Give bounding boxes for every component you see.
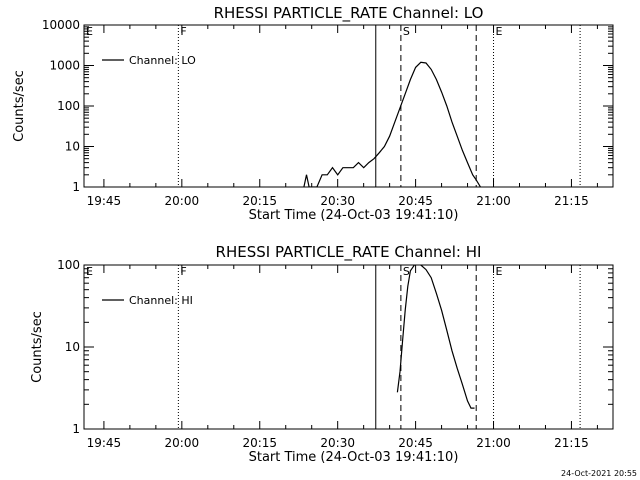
x-tick-label: 21:00 bbox=[476, 194, 511, 208]
series-line bbox=[303, 61, 482, 187]
footer-timestamp: 24-Oct-2021 20:55 bbox=[561, 469, 637, 478]
x-tick-label: 19:45 bbox=[87, 194, 122, 208]
x-tick-label: 19:45 bbox=[87, 436, 122, 450]
x-tick-label: 21:15 bbox=[554, 194, 589, 208]
marker-label: F bbox=[180, 265, 186, 278]
x-axis-label: Start Time (24-Oct-03 19:41:10) bbox=[249, 450, 459, 465]
x-tick-label: 20:15 bbox=[242, 194, 277, 208]
x-tick-label: 20:45 bbox=[398, 194, 433, 208]
chart-title: RHESSI PARTICLE_RATE Channel: HI bbox=[216, 243, 482, 262]
series-line bbox=[396, 265, 475, 409]
y-tick-label: 10 bbox=[65, 140, 80, 154]
marker-label: E bbox=[496, 265, 503, 278]
marker-label: S bbox=[403, 265, 410, 278]
x-tick-label: 20:00 bbox=[165, 436, 200, 450]
marker-label: E bbox=[86, 265, 93, 278]
marker-label: F bbox=[180, 25, 186, 38]
x-tick-label: 20:30 bbox=[320, 436, 355, 450]
legend-label: Channel: HI bbox=[129, 294, 193, 307]
x-tick-label: 20:45 bbox=[398, 436, 433, 450]
x-tick-label: 20:30 bbox=[320, 194, 355, 208]
y-axis-label: Counts/sec bbox=[30, 311, 45, 383]
y-tick-label: 10000 bbox=[42, 18, 80, 32]
legend-label: Channel: LO bbox=[129, 54, 196, 67]
y-tick-label: 100 bbox=[57, 258, 80, 272]
x-axis-label: Start Time (24-Oct-03 19:41:10) bbox=[249, 208, 459, 223]
plot-frame bbox=[83, 24, 614, 188]
y-tick-label: 1000 bbox=[49, 59, 80, 73]
marker-label: E bbox=[86, 25, 93, 38]
y-axis-label: Counts/sec bbox=[12, 70, 27, 142]
y-tick-label: 10 bbox=[65, 340, 80, 354]
panel-1: RHESSI PARTICLE_RATE Channel: LO 1 10 100 10… bbox=[12, 4, 614, 223]
panel-2: RHESSI PARTICLE_RATE Channel: HI 1 10 100 19… bbox=[30, 243, 614, 465]
y-tick-label: 100 bbox=[57, 99, 80, 113]
x-tick-label: 20:15 bbox=[242, 436, 277, 450]
y-tick-label: 1 bbox=[72, 180, 80, 194]
y-tick-label: 1 bbox=[72, 422, 80, 436]
chart-title: RHESSI PARTICLE_RATE Channel: LO bbox=[214, 4, 484, 23]
marker-label: S bbox=[403, 25, 410, 38]
x-tick-label: 21:00 bbox=[476, 436, 511, 450]
x-tick-label: 21:15 bbox=[554, 436, 589, 450]
x-tick-label: 20:00 bbox=[165, 194, 200, 208]
plot-frame bbox=[83, 264, 614, 430]
marker-label: E bbox=[496, 25, 503, 38]
